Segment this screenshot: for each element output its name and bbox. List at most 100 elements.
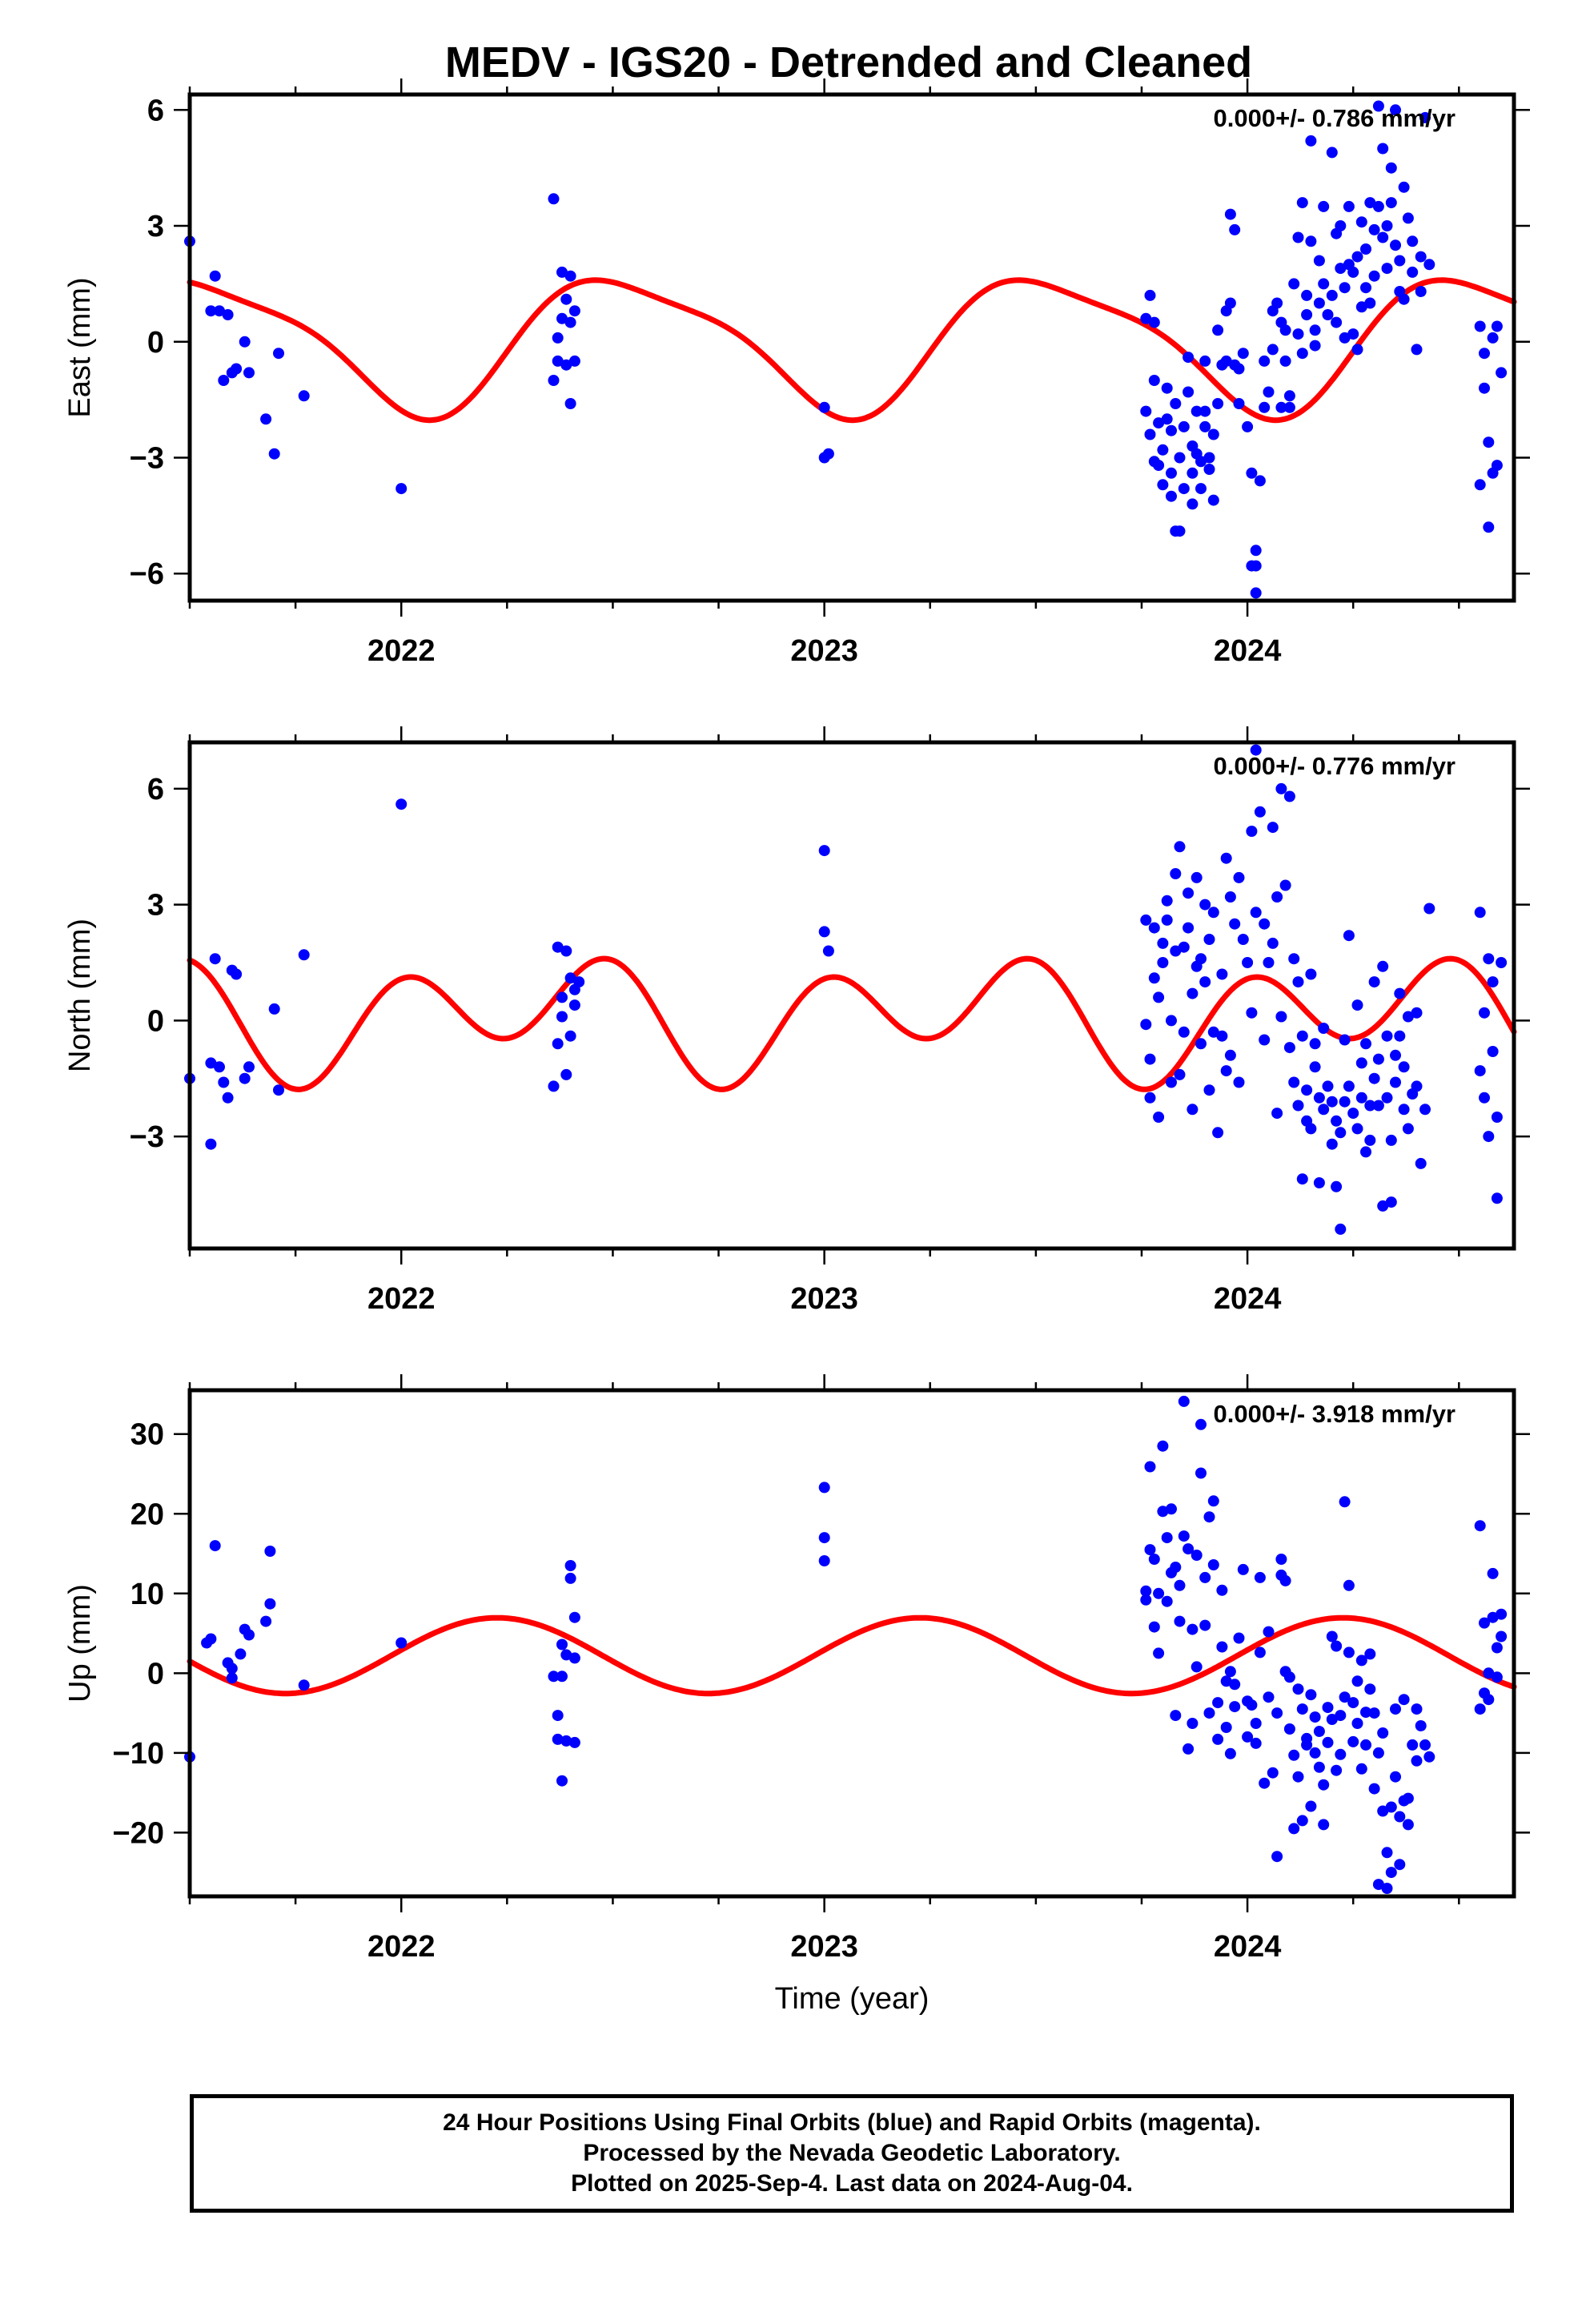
north-data-point: [1479, 1007, 1490, 1019]
up-data-point: [1474, 1520, 1486, 1532]
north-data-point: [1385, 1134, 1397, 1146]
up-data-point: [1279, 1574, 1291, 1586]
up-y-tick-label: 0: [147, 1657, 164, 1691]
north-data-point: [1203, 1084, 1215, 1096]
east-data-point: [1390, 239, 1401, 251]
east-data-point: [209, 270, 221, 282]
up-data-point: [560, 1649, 572, 1661]
north-data-point: [1259, 918, 1271, 930]
east-data-point: [1212, 324, 1224, 336]
east-data-point: [1474, 479, 1486, 491]
east-data-point: [1254, 475, 1266, 487]
up-data-point: [1368, 1707, 1380, 1719]
north-data-point: [1224, 891, 1236, 903]
up-data-point: [1487, 1567, 1499, 1579]
east-data-point: [1237, 348, 1249, 360]
east-data-point: [1186, 467, 1199, 479]
up-data-point: [1474, 1703, 1486, 1715]
north-y-tick-label: 3: [147, 889, 164, 923]
up-data-point: [1148, 1621, 1160, 1633]
up-data-point: [1283, 1671, 1295, 1683]
north-data-point: [1267, 937, 1279, 949]
up-data-point: [1339, 1691, 1351, 1703]
east-data-point: [260, 413, 272, 425]
east-data-point: [1148, 375, 1160, 386]
up-data-point: [1347, 1735, 1359, 1747]
east-data-point: [548, 193, 560, 205]
up-data-point: [1394, 1859, 1406, 1871]
north-data-point: [1292, 1100, 1304, 1112]
east-data-point: [560, 293, 572, 305]
up-data-point: [1318, 1779, 1330, 1791]
up-data-point: [1153, 1587, 1165, 1599]
up-data-point: [1157, 1440, 1169, 1452]
north-data-point: [1313, 1177, 1325, 1188]
up-data-point: [1178, 1530, 1190, 1542]
up-data-point: [1140, 1594, 1152, 1606]
north-data-point: [1263, 957, 1275, 968]
up-rate-label: 0.000+/- 3.918 mm/yr: [1214, 1400, 1456, 1428]
east-data-point: [1279, 355, 1291, 367]
up-data-point: [1360, 1739, 1371, 1751]
east-data-point: [1419, 111, 1431, 123]
east-data-point: [1305, 235, 1317, 247]
east-rate-label: 0.000+/- 0.786 mm/yr: [1214, 104, 1456, 132]
east-data-point: [1246, 467, 1258, 479]
east-data-point: [1140, 312, 1152, 324]
north-data-point: [1224, 1049, 1236, 1061]
east-data-point: [822, 448, 834, 460]
east-data-point: [548, 375, 560, 386]
north-data-point: [1390, 1049, 1401, 1061]
up-data-point: [1283, 1723, 1295, 1735]
east-data-point: [1415, 286, 1427, 297]
east-data-point: [1390, 104, 1401, 116]
north-data-point: [1355, 1092, 1367, 1104]
up-data-point: [1301, 1739, 1313, 1751]
north-data-point: [1237, 934, 1249, 945]
up-data-point: [1153, 1647, 1165, 1659]
east-y-tick-label: 3: [147, 210, 164, 243]
north-data-point: [1199, 899, 1211, 911]
north-data-point: [222, 1092, 234, 1104]
up-y-axis-label: Up (mm): [63, 1584, 97, 1703]
up-data-point: [1263, 1626, 1275, 1638]
up-y-tick-label: 10: [130, 1578, 164, 1611]
north-data-point: [1339, 1096, 1351, 1108]
east-data-point: [1309, 324, 1321, 336]
north-data-point: [205, 1057, 217, 1069]
north-data-point: [1148, 972, 1160, 984]
north-data-point: [1161, 914, 1173, 926]
north-data-point: [1207, 907, 1219, 919]
up-data-point: [1343, 1647, 1355, 1659]
north-data-point: [1479, 1092, 1490, 1104]
east-data-point: [1318, 278, 1330, 290]
north-data-point: [1318, 1104, 1330, 1116]
north-data-point: [1195, 953, 1207, 965]
east-data-point: [1368, 223, 1380, 235]
up-data-point: [1174, 1615, 1186, 1627]
east-data-point: [1301, 289, 1313, 301]
north-data-point: [1343, 930, 1355, 942]
east-data-point: [231, 363, 243, 375]
north-data-point: [1483, 1131, 1495, 1143]
east-data-point: [1207, 428, 1219, 440]
north-data-point: [1360, 1146, 1371, 1158]
east-data-point: [1195, 456, 1207, 468]
east-data-point: [552, 355, 564, 367]
up-data-point: [1288, 1749, 1300, 1761]
north-data-point: [1394, 1030, 1406, 1042]
north-data-point: [1186, 1104, 1199, 1116]
east-data-point: [1326, 147, 1338, 159]
up-data-point: [1233, 1632, 1245, 1644]
up-data-point: [1203, 1707, 1215, 1719]
north-data-point: [1339, 1034, 1351, 1046]
north-data-point: [273, 1084, 284, 1096]
east-data-point: [1207, 494, 1219, 506]
north-data-point: [1423, 903, 1435, 915]
up-data-point: [396, 1637, 408, 1649]
north-data-point: [1279, 879, 1291, 891]
north-data-point: [1318, 1023, 1330, 1034]
north-data-point: [1411, 1007, 1423, 1019]
up-data-point: [1364, 1683, 1376, 1695]
east-data-point: [1233, 363, 1245, 375]
